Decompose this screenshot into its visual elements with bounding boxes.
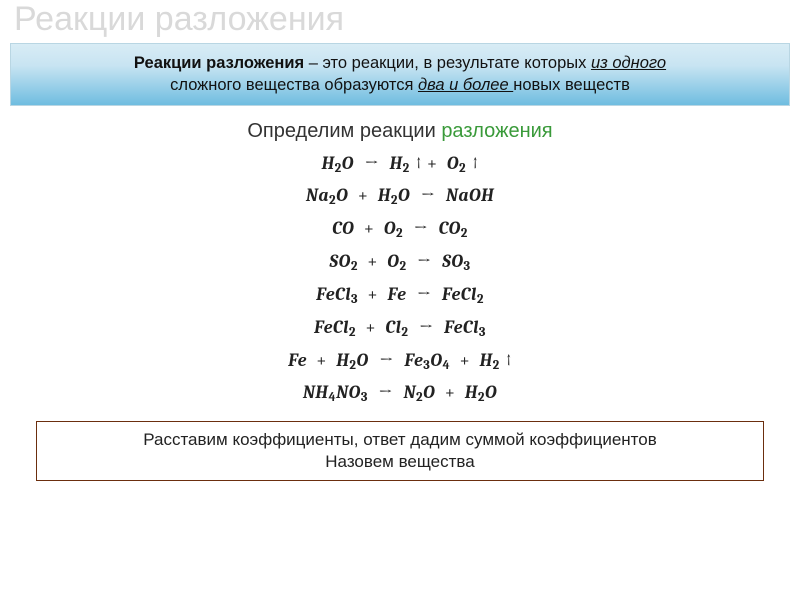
subtitle-lead: Определим реакции bbox=[247, 120, 441, 142]
def-it1: из одного bbox=[591, 54, 666, 72]
subtitle: Определим реакции разложения bbox=[0, 120, 800, 143]
def-line2b: новых веществ bbox=[513, 76, 630, 94]
definition-box: Реакции разложения – это реакции, в резу… bbox=[10, 43, 790, 106]
equation: Fe + H2O → Fe3O4 + H2 ↑ bbox=[10, 352, 790, 373]
footer-box: Расставим коэффициенты, ответ дадим сумм… bbox=[36, 421, 764, 481]
equation: SO2 + O2 → SO3 bbox=[10, 253, 790, 274]
footer-line1: Расставим коэффициенты, ответ дадим сумм… bbox=[143, 430, 657, 449]
equation: H2O → H2 ↑+ O2 ↑ bbox=[10, 155, 790, 176]
footer-line2: Назовем вещества bbox=[325, 452, 474, 471]
equation: FeCl3 + Fe → FeCl2 bbox=[10, 286, 790, 307]
equation: Na2O + H2O → NaOH bbox=[10, 187, 790, 208]
page-title: Реакции разложения bbox=[0, 0, 800, 43]
def-mid: – это реакции, в результате которых bbox=[304, 54, 591, 72]
equation: FeCl2 + Cl2 → FeCl3 bbox=[10, 319, 790, 340]
equation: NH4NO3 → N2O + H2O bbox=[10, 384, 790, 405]
equation: CO + O2 → CO2 bbox=[10, 220, 790, 241]
subtitle-accent: разложения bbox=[441, 120, 552, 142]
def-line2a: сложного вещества образуются bbox=[170, 76, 418, 94]
def-bold: Реакции разложения bbox=[134, 54, 304, 72]
equations-block: H2O → H2 ↑+ O2 ↑ Na2O + H2O → NaOH CO + O2… bbox=[0, 155, 800, 406]
def-it2: два и более bbox=[418, 76, 513, 94]
